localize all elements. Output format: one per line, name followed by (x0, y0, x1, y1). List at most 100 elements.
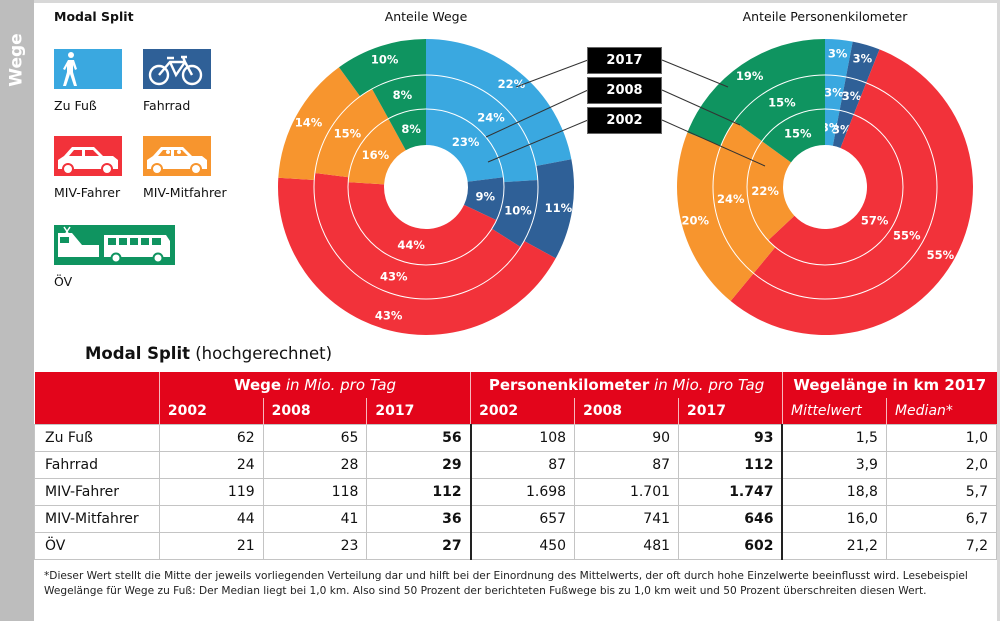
legend-item-miv-mitfahrer: MIV-Mitfahrer (143, 136, 227, 200)
row-label: MIV-Mitfahrer (34, 504, 160, 533)
donut-data-label: 10% (371, 53, 399, 67)
table-cell: 7,2 (885, 531, 998, 560)
table-cell: 741 (574, 504, 680, 533)
footnote: *Dieser Wert stellt die Mitte der jeweil… (44, 570, 968, 597)
train-bus-icon (54, 225, 175, 265)
legend-item-oev: ÖV (54, 225, 175, 289)
legend-item-miv-fahrer: MIV-Fahrer (54, 136, 122, 200)
donut-data-label: 55% (927, 248, 955, 262)
donut-segment (753, 82, 938, 299)
donut-data-label: 9% (475, 189, 495, 203)
leader-line (661, 59, 729, 88)
donut-chart-1: 3%3%57%22%15%3%3%55%24%15%3% 3%55%20%19% (677, 39, 974, 336)
table-cell: 1,5 (781, 423, 887, 452)
ring-separator (746, 108, 904, 266)
donut-segment (825, 75, 846, 111)
table-cell: 657 (470, 504, 576, 533)
donut-data-label: 44% (397, 238, 425, 252)
table-cell: 1.747 (678, 477, 784, 506)
donut-data-label: 20% (681, 213, 709, 227)
legend-label: Fahrrad (143, 98, 191, 113)
ring-separator (313, 74, 539, 300)
table-cell: 450 (470, 531, 576, 560)
donut-data-label: 3% (828, 47, 848, 61)
table-cell: 18,8 (781, 477, 887, 506)
table-cell: 108 (470, 423, 576, 452)
header-group-personenkilometer: Personenkilometer in Mio. pro Tag (470, 372, 783, 398)
header-year: 2002 (158, 398, 264, 424)
donut-data-label: 3% (842, 89, 862, 103)
table-cell: 118 (262, 477, 368, 506)
table-cell: 3,9 (781, 450, 887, 479)
donut-data-label: 3% (853, 51, 873, 65)
table-cell: 119 (158, 477, 264, 506)
donut-segment (426, 109, 504, 182)
header-empty (34, 398, 160, 424)
donut-segment (825, 109, 840, 146)
table-cell: 87 (574, 450, 680, 479)
row-label: MIV-Fahrer (34, 477, 160, 506)
donut-data-label: 24% (717, 192, 745, 206)
table-cell: 28 (262, 450, 368, 479)
donut-data-label: 3% (824, 85, 844, 99)
legend-item-fahrrad: Fahrrad (143, 49, 211, 113)
car-icon (54, 136, 122, 176)
table-cell: 93 (678, 423, 784, 452)
table-cell: 90 (574, 423, 680, 452)
donut-segment (388, 109, 426, 151)
donut-data-label: 11% (545, 201, 573, 215)
table-row: Fahrrad 24 28 29 87 87 112 3,9 2,0 (34, 450, 998, 479)
donut-data-label: 55% (893, 228, 921, 242)
donut-data-label: 10% (504, 204, 532, 218)
table-cell: 1,0 (885, 423, 998, 452)
donut-segment (825, 39, 853, 77)
year-tag-2017: 2017 (587, 47, 662, 74)
table-title: Modal Split (hochgerechnet) (85, 344, 332, 363)
table-cell: 29 (366, 450, 472, 479)
leader-line (661, 89, 741, 126)
table-cell: 112 (678, 450, 784, 479)
header-year: 2017 (366, 398, 471, 424)
donut-data-label: 14% (295, 115, 323, 129)
table-cell: 481 (574, 531, 680, 560)
donut-segment (464, 177, 504, 221)
table-row: MIV-Fahrer 119 118 112 1.698 1.701 1.747 18,8 5,… (34, 477, 998, 506)
donut-data-label: 15% (784, 127, 812, 141)
section-sidebar: Wege (0, 0, 34, 621)
legend-label: ÖV (54, 274, 73, 289)
donut-data-label: 16% (362, 148, 390, 162)
donut-data-label: 23% (452, 135, 480, 149)
leader-line (485, 89, 589, 138)
header-group-wege: Wege in Mio. pro Tag (158, 372, 471, 398)
year-tag-2002: 2002 (587, 107, 662, 134)
table-cell: 5,7 (885, 477, 998, 506)
donut-data-label: 22% (751, 184, 779, 198)
table-cell: 21 (158, 531, 264, 560)
donut-segment (372, 75, 426, 119)
donut-data-label: 43% (380, 269, 408, 283)
leader-line (661, 119, 766, 167)
year-tag-2008: 2008 (587, 77, 662, 104)
donut-data-label: 8% (393, 88, 413, 102)
header-year: 2008 (574, 398, 679, 424)
table-cell: 1.701 (574, 477, 680, 506)
leader-line (515, 59, 589, 88)
table-cell: 2,0 (885, 450, 998, 479)
table-cell: 23 (262, 531, 368, 560)
row-label: Fahrrad (34, 450, 160, 479)
donut-chart-0: 23% 9% 44% 16% 8% 24% 10% 43% 15% 8% 22% 11% 43% 14% 1… (278, 39, 575, 335)
donut-data-label: 8% (401, 122, 421, 136)
donut-segment (712, 121, 776, 274)
donut-segment (314, 88, 389, 178)
legend-title: Modal Split (54, 9, 134, 24)
donut-charts: 23% 9% 44% 16% 8% 24% 10% 43% 15% 8% 22% 11% 43% 14% 1… (278, 39, 974, 336)
donut-segment (746, 141, 795, 241)
legend-label: MIV-Mitfahrer (143, 185, 227, 200)
header-mittelwert: Mittelwert (781, 398, 887, 424)
table-cell: 21,2 (781, 531, 887, 560)
header-year: 2017 (678, 398, 783, 424)
table-cell: 1.698 (470, 477, 576, 506)
donut-segment (832, 110, 854, 148)
table-title-bold: Modal Split (85, 344, 190, 363)
donut-data-label: 43% (375, 309, 403, 323)
